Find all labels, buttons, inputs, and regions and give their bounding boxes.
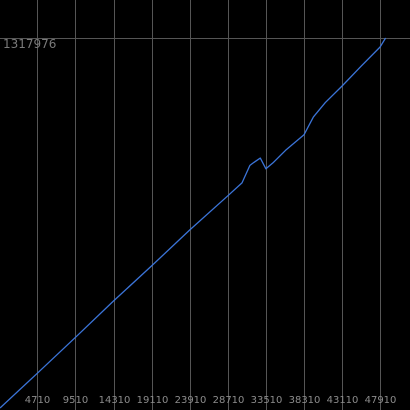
tick-labels: 4710 9510 14310 19110 23910 28710 33510 38310 43… <box>25 395 397 406</box>
x-tick-label: 19110 <box>137 395 169 406</box>
x-tick-label: 9510 <box>63 395 88 406</box>
series-line <box>0 38 386 408</box>
x-tick-label: 33510 <box>251 395 283 406</box>
x-tick-label: 14310 <box>99 395 131 406</box>
x-tick-label: 23910 <box>175 395 207 406</box>
series-layer <box>0 38 386 408</box>
x-tick-label: 47910 <box>365 395 397 406</box>
x-tick-label: 38310 <box>289 395 321 406</box>
y-max-label: 1317976 <box>3 37 56 51</box>
x-tick-label: 28710 <box>213 395 245 406</box>
x-tick-label: 4710 <box>25 395 50 406</box>
x-tick-label: 43110 <box>327 395 359 406</box>
